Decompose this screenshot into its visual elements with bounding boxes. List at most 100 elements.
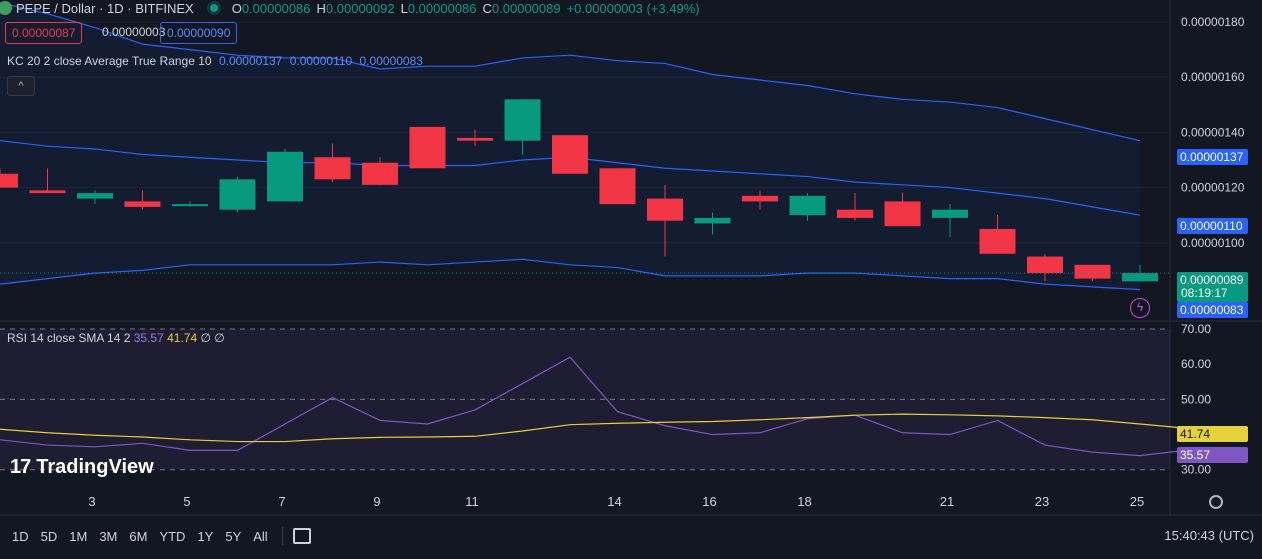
time-tick-label: 23 bbox=[1035, 494, 1049, 509]
price-tick-label: 0.00000120 bbox=[1181, 181, 1245, 195]
candle-body bbox=[77, 193, 113, 199]
kc-middle-badge: 0.00000110 bbox=[1177, 218, 1248, 234]
utc-clock[interactable]: 15:40:43 (UTC) bbox=[1164, 528, 1254, 543]
tradingview-mark-icon: 17 bbox=[10, 456, 31, 478]
candle-body bbox=[742, 195, 778, 202]
open-value: 0.00000086 bbox=[241, 0, 311, 16]
candle-body bbox=[124, 201, 161, 207]
candle-body bbox=[979, 228, 1016, 254]
time-tick-label: 3 bbox=[88, 494, 95, 509]
gear-icon[interactable] bbox=[1209, 495, 1223, 509]
price-tick-label: 0.00000160 bbox=[1181, 70, 1245, 84]
candle-body bbox=[504, 99, 541, 141]
rsi-tick-label: 70.00 bbox=[1181, 322, 1211, 336]
range-button-1y[interactable]: 1Y bbox=[197, 528, 214, 544]
rsi-legend-label: RSI 14 close SMA 14 2 bbox=[7, 331, 131, 345]
range-button-3m[interactable]: 3M bbox=[99, 528, 118, 544]
kc-upper-value: 0.00000137 bbox=[218, 54, 283, 68]
time-tick-label: 11 bbox=[465, 494, 479, 509]
last-price-value: 0.00000089 bbox=[1180, 273, 1244, 287]
kc-upper-line bbox=[0, 2, 1141, 142]
price-tick-label: 0.00000100 bbox=[1181, 236, 1245, 250]
time-tick-label: 7 bbox=[278, 494, 285, 509]
range-button-all[interactable]: All bbox=[253, 528, 268, 544]
candle-body bbox=[1074, 264, 1111, 279]
rsi-tick-label: 50.00 bbox=[1181, 392, 1211, 406]
rsi-pane bbox=[0, 322, 1170, 482]
toolbar-divider bbox=[281, 527, 283, 545]
sell-button[interactable]: 0.00000087 bbox=[5, 22, 83, 44]
tradingview-wordmark: TradingView bbox=[36, 456, 154, 478]
candle-body bbox=[172, 204, 208, 207]
range-button-5d[interactable]: 5D bbox=[40, 528, 58, 544]
low-value: 0.00000086 bbox=[407, 0, 477, 16]
rsi-badge: 35.57 bbox=[1177, 447, 1248, 463]
candle-body bbox=[457, 137, 493, 141]
candle-body bbox=[789, 195, 826, 216]
calendar-icon[interactable] bbox=[292, 528, 311, 544]
chart-header: PEPE / Dollar · 1D · BITFINEX O 0.0000008… bbox=[0, 0, 706, 16]
range-button-1m[interactable]: 1M bbox=[69, 528, 88, 544]
kc-legend-label: KC 20 2 close Average True Range 10 bbox=[7, 54, 212, 68]
kc-lower-line bbox=[0, 258, 1141, 291]
candle-body bbox=[932, 209, 968, 218]
close-label: C bbox=[482, 0, 492, 16]
time-tick-label: 21 bbox=[940, 494, 954, 509]
candle-body bbox=[29, 190, 66, 194]
time-tick-label: 5 bbox=[183, 494, 190, 509]
rsi-sma-value: 41.74 bbox=[167, 331, 198, 345]
lightning-icon[interactable]: ϟ bbox=[1130, 298, 1150, 318]
candle-body bbox=[362, 162, 398, 185]
rsi-line bbox=[0, 356, 1188, 457]
rsi-legend[interactable]: RSI 14 close SMA 14 2 35.57 41.74 ∅ ∅ bbox=[7, 331, 225, 345]
symbol-title[interactable]: PEPE / Dollar · 1D · BITFINEX bbox=[16, 0, 194, 16]
time-tick-label: 9 bbox=[373, 494, 380, 509]
bar-countdown: 08:19:17 bbox=[1181, 286, 1228, 300]
candle-body bbox=[0, 173, 18, 188]
time-tick-label: 18 bbox=[797, 494, 811, 509]
candle-body bbox=[884, 201, 921, 227]
rsi-sma-line bbox=[0, 413, 1188, 443]
price-tick-label: 0.00000140 bbox=[1181, 125, 1245, 139]
kc-lower-badge: 0.00000083 bbox=[1177, 302, 1248, 318]
range-buttons: 1D 5D 1M 3M 6M YTD 1Y 5Y All bbox=[0, 529, 268, 544]
time-tick-label: 25 bbox=[1130, 494, 1144, 509]
range-button-6m[interactable]: 6M bbox=[129, 528, 148, 544]
high-value: 0.00000092 bbox=[325, 0, 395, 16]
candle-body bbox=[599, 168, 636, 205]
time-tick-label: 14 bbox=[607, 494, 621, 509]
bottom-toolbar: 1D 5D 1M 3M 6M YTD 1Y 5Y All bbox=[0, 522, 1262, 550]
kc-lower-value: 0.00000083 bbox=[359, 54, 423, 68]
range-button-5y[interactable]: 5Y bbox=[225, 528, 242, 544]
change-value: +0.00000003 (+3.49%) bbox=[566, 0, 700, 16]
tradingview-logo[interactable]: 17 TradingView bbox=[10, 456, 154, 479]
candle-body bbox=[409, 126, 446, 169]
chevron-up-icon: ^ bbox=[18, 80, 24, 92]
candle-body bbox=[267, 151, 303, 202]
spread-value: 0.00000003 bbox=[102, 25, 166, 39]
collapse-legend-button[interactable]: ^ bbox=[7, 76, 35, 96]
rsi-extra-values: ∅ ∅ bbox=[200, 331, 225, 345]
market-status-icon bbox=[209, 4, 218, 12]
pepe-logo-icon bbox=[0, 1, 12, 15]
time-tick-label: 16 bbox=[702, 494, 716, 509]
kc-legend[interactable]: KC 20 2 close Average True Range 10 0.00… bbox=[7, 54, 423, 68]
kc-middle-value: 0.00000110 bbox=[289, 54, 353, 68]
buy-button[interactable]: 0.00000090 bbox=[160, 22, 238, 44]
range-button-ytd[interactable]: YTD bbox=[159, 528, 186, 544]
last-price-badge: 0.00000089 bbox=[1177, 272, 1248, 302]
price-tick-label: 0.00000180 bbox=[1181, 15, 1245, 29]
candle-body bbox=[552, 135, 588, 174]
low-label: L bbox=[400, 0, 408, 16]
high-label: H bbox=[316, 0, 326, 16]
open-label: O bbox=[231, 0, 242, 16]
rsi-value: 35.57 bbox=[133, 331, 164, 345]
candle-body bbox=[219, 179, 256, 210]
candle-body bbox=[1122, 273, 1158, 282]
close-value: 0.00000089 bbox=[491, 0, 561, 16]
kc-upper-badge: 0.00000137 bbox=[1177, 149, 1248, 165]
rsi-tick-label: 30.00 bbox=[1181, 463, 1211, 477]
range-button-1d[interactable]: 1D bbox=[12, 528, 29, 544]
candle-body bbox=[837, 209, 873, 218]
